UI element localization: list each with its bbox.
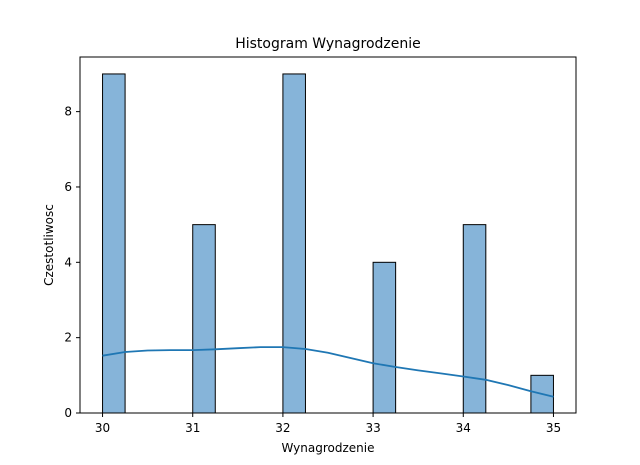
x-tick-label: 32: [275, 421, 290, 435]
histogram-bar-1: [192, 224, 216, 414]
y-tick-label: 6: [64, 180, 72, 194]
kde-line: [102, 346, 554, 398]
kde-group: [102, 346, 554, 398]
x-axis-ticks: 30 31 32 33 34 35: [95, 413, 561, 435]
x-tick-label: 31: [185, 421, 200, 435]
x-tick-label: 35: [546, 421, 561, 435]
y-tick-label: 4: [64, 255, 72, 269]
x-tick-label: 30: [95, 421, 110, 435]
histogram-bar-0: [102, 73, 126, 414]
histogram-bar-3: [372, 261, 397, 414]
y-tick-label: 2: [64, 331, 72, 345]
histogram-bar-4: [462, 224, 487, 414]
chart-title: Histogram Wynagrodzenie: [235, 36, 421, 52]
bars-group: [102, 73, 554, 414]
y-tick-label: 8: [64, 105, 72, 119]
y-tick-label: 0: [64, 406, 72, 420]
x-tick-label: 33: [365, 421, 380, 435]
x-axis-label: Wynagrodzenie: [282, 441, 375, 455]
plot-frame: [79, 56, 577, 414]
histogram-bar-2: [282, 73, 306, 414]
y-axis-ticks: 0 2 4 6 8: [64, 105, 80, 420]
y-axis-label: Czestotliwosc: [42, 204, 56, 286]
x-tick-label: 34: [456, 421, 471, 435]
